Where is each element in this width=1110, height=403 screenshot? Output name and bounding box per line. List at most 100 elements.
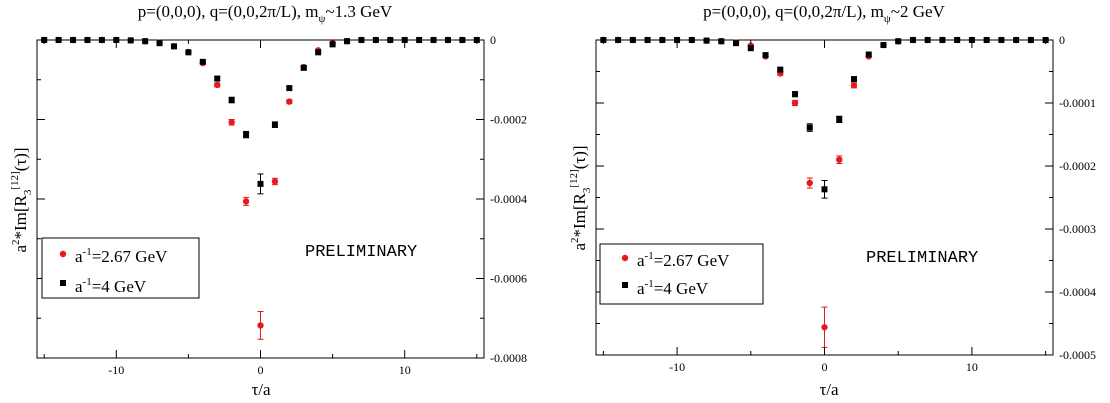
data-point — [271, 121, 278, 128]
data-point — [1027, 37, 1034, 43]
y-tick-label: -0.0003 — [1059, 222, 1096, 236]
y-tick-label: -0.0002 — [490, 113, 527, 127]
data-point — [998, 37, 1005, 43]
data-point — [300, 64, 307, 71]
data-point — [880, 42, 887, 49]
panel-left: p=(0,0,0), q=(0,0,2π/L), mψ~1.3 GeV -10 0… — [9, 2, 527, 399]
data-point — [850, 82, 858, 89]
data-point — [257, 180, 264, 187]
data-point — [1013, 37, 1020, 43]
y-tick-label: 0 — [1059, 33, 1065, 47]
legend-marker-series-1 — [621, 254, 629, 262]
data-point — [170, 43, 177, 50]
data-point — [98, 37, 105, 43]
legend-marker-series-2 — [622, 282, 628, 288]
x-tick-label: 10 — [399, 363, 411, 377]
data-point — [387, 37, 394, 43]
data-point — [444, 37, 451, 43]
chart-title: p=(0,0,0), q=(0,0,2π/L), mψ~2 GeV — [703, 2, 945, 25]
legend-label-series-1: a-1=2.67 GeV — [637, 250, 730, 270]
data-point — [836, 156, 843, 163]
data-point — [199, 58, 206, 65]
x-tick-label: -10 — [669, 360, 685, 374]
data-point — [70, 37, 77, 43]
y-tick-label: -0.0004 — [1059, 285, 1096, 299]
x-tick-label: 0 — [258, 363, 264, 377]
axes: -10 0 10 0 -0.0001 -0.0002 -0.0003 -0.0004 -0.00… — [596, 33, 1096, 374]
data-point — [791, 99, 799, 107]
legend-marker-series-2 — [60, 280, 66, 286]
data-point — [777, 66, 784, 73]
series-2 — [600, 37, 1049, 199]
data-point — [747, 45, 754, 52]
data-point — [84, 37, 91, 43]
x-tick-label: 0 — [822, 360, 828, 374]
legend-marker-series-1 — [59, 250, 67, 258]
legend: a-1=2.67 GeV a-1=4 GeV — [41, 237, 200, 299]
x-axis-label: τ/a — [819, 380, 839, 399]
data-point — [127, 37, 134, 44]
y-tick-label: -0.0008 — [490, 351, 527, 365]
data-point — [718, 38, 725, 45]
data-point — [939, 37, 946, 43]
data-point — [286, 98, 293, 105]
data-point — [733, 40, 740, 47]
data-point — [806, 179, 813, 187]
data-point — [358, 37, 365, 43]
plot-frame — [36, 39, 485, 359]
preliminary-annotation: PRELIMINARY — [866, 249, 978, 268]
data-point — [629, 37, 636, 43]
y-tick-label: -0.0005 — [1059, 348, 1096, 362]
data-point — [644, 37, 651, 43]
data-point — [703, 37, 710, 44]
data-point — [329, 41, 336, 48]
y-tick-label: -0.0002 — [1059, 159, 1096, 173]
x-axis-label: τ/a — [251, 380, 271, 399]
y-tick-label: -0.0004 — [490, 192, 527, 206]
x-tick-label: 10 — [966, 360, 978, 374]
data-point — [983, 37, 990, 43]
data-point — [372, 37, 379, 43]
legend-label-series-2: a-1=4 GeV — [637, 278, 709, 298]
legend-box — [41, 237, 200, 299]
y-axis-label: a2*Im[R3[12](τ)] — [9, 147, 34, 252]
legend-label-series-2: a-1=4 GeV — [75, 276, 147, 296]
data-point — [271, 178, 279, 185]
data-point — [228, 119, 235, 126]
data-point — [792, 91, 799, 98]
data-point — [214, 75, 221, 82]
data-point — [659, 37, 666, 43]
data-point — [836, 116, 843, 123]
y-tick-label: -0.0001 — [1059, 96, 1096, 110]
y-tick-label: -0.0006 — [490, 272, 527, 286]
data-point — [821, 186, 828, 193]
data-point — [315, 49, 322, 56]
x-tick-label: -10 — [108, 363, 124, 377]
panel-right: p=(0,0,0), q=(0,0,2π/L), mψ~2 GeV -10 0 10… — [568, 2, 1096, 399]
data-point — [459, 37, 466, 43]
series-2 — [41, 37, 480, 195]
axes: -10 0 10 0 -0.0002 -0.0004 -0.0006 -0.0008 — [37, 33, 527, 377]
data-point — [257, 322, 264, 329]
chart-title: p=(0,0,0), q=(0,0,2π/L), mψ~1.3 GeV — [138, 2, 393, 25]
data-point — [416, 37, 423, 43]
data-point — [242, 198, 250, 205]
data-point — [214, 81, 221, 89]
data-point — [762, 52, 769, 59]
data-point — [850, 76, 857, 83]
data-point — [142, 38, 149, 45]
data-point — [55, 37, 62, 43]
legend: a-1=2.67 GeV a-1=4 GeV — [599, 243, 764, 305]
legend-box — [599, 243, 764, 305]
preliminary-annotation: PRELIMINARY — [305, 243, 417, 262]
data-point — [243, 131, 250, 138]
data-point — [909, 37, 916, 43]
data-point — [286, 85, 293, 92]
data-point — [688, 37, 695, 43]
data-point — [954, 37, 961, 43]
data-point — [821, 324, 828, 331]
y-axis-label: a2*Im[R3[12](τ)] — [568, 145, 593, 250]
data-point — [865, 51, 872, 58]
legend-label-series-1: a-1=2.67 GeV — [75, 246, 168, 266]
data-point — [924, 37, 931, 43]
